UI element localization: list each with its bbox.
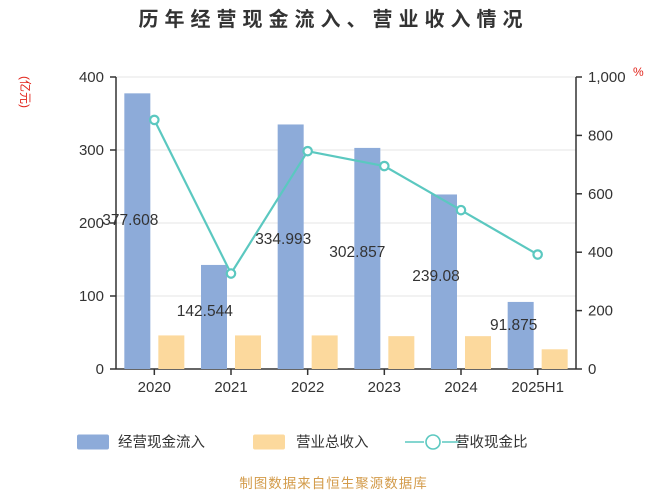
svg-text:1,000: 1,000 bbox=[588, 69, 626, 86]
svg-text:800: 800 bbox=[588, 127, 613, 144]
svg-text:2024: 2024 bbox=[444, 379, 477, 396]
svg-text:营收现金比: 营收现金比 bbox=[455, 434, 528, 451]
svg-text:2022: 2022 bbox=[291, 379, 324, 396]
svg-text:2023: 2023 bbox=[368, 379, 401, 396]
svg-text:营业总收入: 营业总收入 bbox=[296, 434, 369, 451]
svg-text:400: 400 bbox=[588, 244, 613, 261]
svg-text:142.544: 142.544 bbox=[177, 303, 233, 320]
svg-text:0: 0 bbox=[588, 361, 596, 378]
svg-text:2020: 2020 bbox=[138, 379, 171, 396]
svg-text:经营现金流入: 经营现金流入 bbox=[118, 434, 205, 451]
svg-text:239.08: 239.08 bbox=[412, 268, 459, 285]
svg-text:2025H1: 2025H1 bbox=[511, 379, 564, 396]
svg-text:334.993: 334.993 bbox=[255, 231, 311, 248]
svg-text:200: 200 bbox=[588, 303, 613, 320]
svg-text:100: 100 bbox=[79, 288, 104, 305]
svg-text:91.875: 91.875 bbox=[490, 317, 537, 334]
svg-text:2021: 2021 bbox=[214, 379, 247, 396]
svg-text:400: 400 bbox=[79, 69, 104, 86]
svg-text:377.608: 377.608 bbox=[102, 212, 158, 229]
svg-text:600: 600 bbox=[588, 186, 613, 203]
svg-text:200: 200 bbox=[79, 215, 104, 232]
svg-text:302.857: 302.857 bbox=[329, 244, 385, 261]
svg-text:0: 0 bbox=[96, 361, 104, 378]
svg-text:300: 300 bbox=[79, 142, 104, 159]
